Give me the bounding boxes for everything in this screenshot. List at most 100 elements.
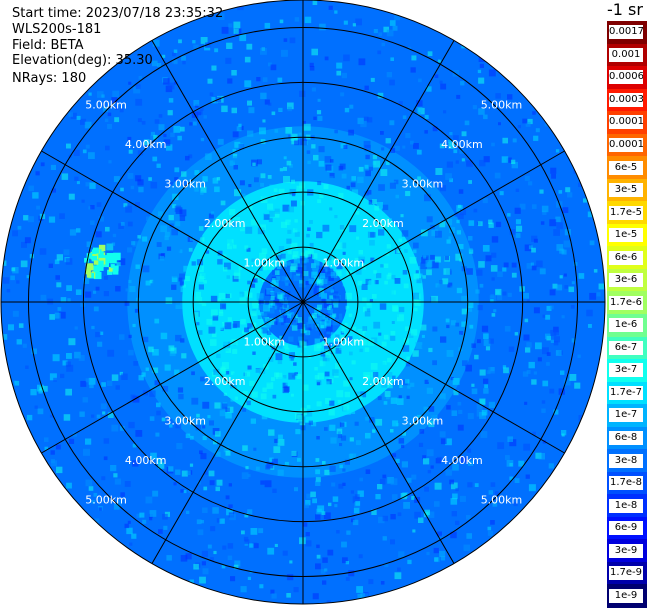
ppi-speckle	[471, 383, 475, 387]
ppi-speckle	[406, 356, 411, 361]
ppi-speckle	[217, 259, 223, 265]
ppi-speckle	[282, 550, 288, 556]
ppi-speckle	[467, 460, 474, 466]
ppi-speckle	[379, 478, 386, 485]
ppi-speckle	[162, 54, 166, 58]
range-ring-label: 2.00km	[204, 375, 246, 388]
ppi-speckle	[220, 275, 225, 279]
ppi-speckle	[315, 458, 320, 462]
ppi-speckle	[443, 224, 451, 232]
ppi-grid	[0, 0, 606, 605]
ppi-speckle	[405, 379, 410, 384]
ppi-speckle	[289, 37, 296, 44]
ppi-speckle	[384, 563, 389, 568]
ppi-speckle	[531, 265, 537, 271]
ppi-speckle	[239, 180, 245, 186]
ppi-speckle	[384, 280, 388, 285]
ppi-speckle	[266, 461, 274, 469]
ppi-speckle	[328, 409, 335, 416]
ppi-speckle	[22, 343, 27, 348]
ppi-speckle	[290, 263, 298, 271]
ppi-speckle	[421, 229, 428, 237]
ppi-speckle	[390, 514, 396, 520]
ppi-speckle	[285, 271, 292, 278]
ppi-speckle	[397, 314, 404, 322]
ppi-speckle	[102, 411, 106, 415]
ppi-speckle	[127, 247, 133, 253]
ppi-speckle	[503, 367, 509, 374]
ppi-speckle	[249, 244, 256, 251]
ppi-speckle	[221, 564, 226, 569]
ppi-speckle	[268, 62, 272, 67]
ppi-speckle	[23, 215, 29, 221]
ppi-speckle	[452, 260, 458, 266]
ppi-speckle	[390, 223, 395, 227]
ppi-speckle	[472, 105, 477, 110]
ppi-speckle	[65, 361, 71, 367]
ppi-speckle	[417, 414, 421, 419]
ppi-speckle	[227, 406, 234, 413]
ppi-speckle	[60, 373, 65, 379]
ppi-speckle	[394, 278, 401, 284]
ppi-speckle	[380, 581, 385, 585]
ppi-speckle	[542, 210, 547, 215]
range-ring-label: 1.00km	[244, 336, 286, 349]
ppi-speckle	[392, 420, 399, 427]
ppi-speckle	[448, 236, 452, 240]
colorbar-unit-title: -1 sr	[607, 0, 643, 19]
ppi-speckle	[223, 446, 230, 453]
ppi-speckle	[226, 42, 233, 49]
ppi-speckle	[280, 308, 286, 314]
ppi-speckle	[358, 322, 365, 329]
ppi-speckle	[455, 487, 459, 492]
ppi-speckle	[397, 567, 401, 572]
ppi-speckle	[260, 480, 265, 485]
ppi-speckle	[233, 269, 239, 275]
ppi-speckle	[563, 273, 567, 277]
ppi-speckle	[487, 526, 492, 531]
ppi-speckle	[273, 188, 278, 193]
ppi-speckle	[270, 589, 275, 594]
ppi-speckle	[455, 367, 461, 374]
ppi-speckle	[460, 81, 465, 86]
ppi-speckle	[178, 277, 183, 282]
ppi-speckle	[369, 239, 375, 246]
ppi-speckle	[196, 322, 200, 326]
ppi-speckle	[256, 293, 264, 301]
ppi-speckle	[432, 360, 437, 366]
ppi-speckle	[299, 90, 306, 97]
ppi-speckle	[283, 316, 291, 323]
ppi-speckle	[90, 220, 95, 225]
ppi-speckle	[474, 354, 479, 360]
ppi-speckle	[324, 427, 328, 431]
ppi-speckle	[242, 330, 246, 335]
ppi-speckle	[329, 176, 334, 181]
ppi-speckle	[372, 429, 376, 433]
ppi-speckle	[482, 198, 488, 204]
ppi-speckle	[158, 529, 163, 534]
ppi-speckle	[375, 494, 381, 500]
ppi-speckle	[215, 224, 223, 232]
ppi-speckle	[342, 482, 346, 486]
ppi-speckle	[347, 336, 353, 342]
ppi-speckle	[384, 391, 391, 397]
ppi-speckle	[380, 264, 384, 268]
ppi-speckle	[101, 476, 106, 481]
range-ring-label: 4.00km	[125, 454, 167, 467]
ppi-hotspot-cell	[112, 268, 119, 275]
ppi-speckle	[451, 141, 456, 146]
ppi-speckle	[275, 276, 281, 281]
ppi-speckle	[107, 412, 114, 418]
ppi-speckle	[343, 404, 350, 411]
ppi-speckle	[533, 135, 539, 141]
ppi-speckle	[244, 341, 251, 348]
ppi-speckle	[349, 377, 353, 381]
ppi-speckle	[275, 372, 283, 380]
ppi-speckle	[466, 160, 473, 168]
ppi-speckle	[394, 14, 400, 21]
range-ring-label: 2.00km	[362, 217, 404, 230]
ppi-speckle	[418, 442, 424, 447]
ppi-speckle	[415, 342, 423, 349]
ppi-speckle	[145, 280, 151, 286]
ppi-speckle	[68, 193, 75, 200]
